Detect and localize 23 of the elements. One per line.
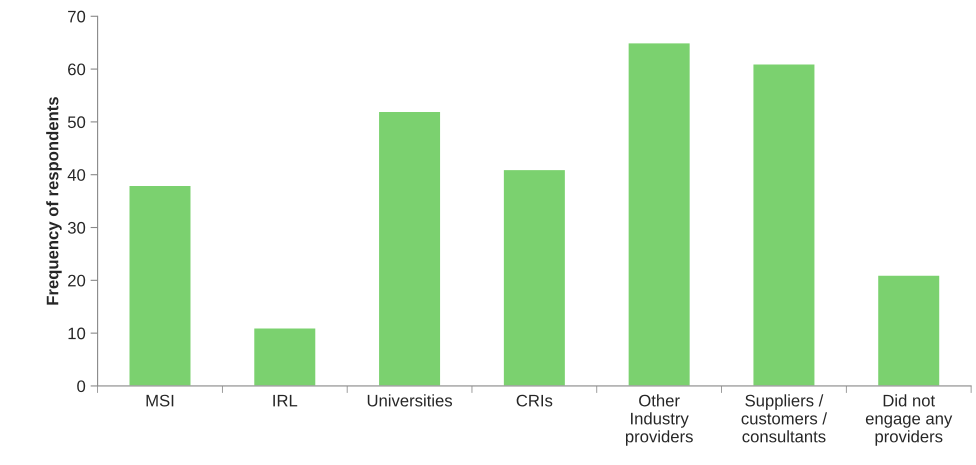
y-tick-label: 0 bbox=[77, 380, 86, 392]
bar bbox=[252, 327, 317, 386]
y-axis-title: Frequency of respondents bbox=[46, 97, 62, 305]
x-tick-label: CRIs bbox=[516, 394, 552, 407]
x-tick-label: Suppliers / customers / consultants bbox=[742, 394, 828, 442]
x-tick-label: Did not engage any providers bbox=[866, 394, 952, 446]
y-tick-label: 60 bbox=[68, 63, 86, 76]
y-tick-label: 50 bbox=[68, 116, 86, 128]
y-tick-label: 70 bbox=[68, 10, 86, 22]
x-tick-label: MSI bbox=[146, 394, 174, 407]
y-tick-label: 10 bbox=[68, 328, 86, 340]
x-tick-label: Other Industry providers bbox=[626, 394, 693, 446]
x-tick-label: IRL bbox=[273, 394, 298, 406]
bar bbox=[752, 63, 816, 386]
bar bbox=[502, 168, 566, 386]
bar bbox=[627, 42, 692, 386]
bar bbox=[378, 110, 442, 386]
bar bbox=[128, 184, 192, 386]
y-tick-label: 40 bbox=[68, 169, 86, 181]
x-tick-label: Universities bbox=[368, 394, 452, 407]
bar bbox=[876, 274, 941, 386]
y-tick-label: 20 bbox=[68, 274, 86, 287]
y-tick-label: 30 bbox=[68, 222, 86, 234]
